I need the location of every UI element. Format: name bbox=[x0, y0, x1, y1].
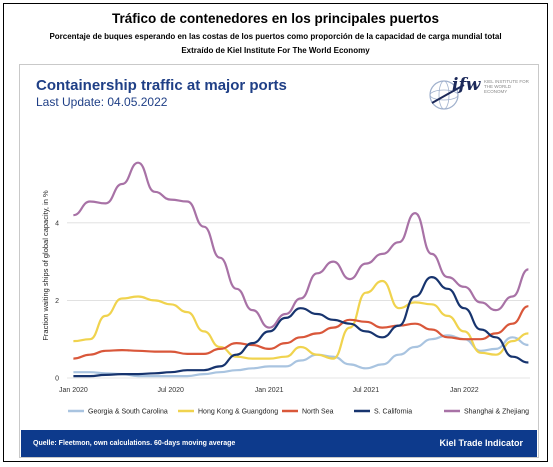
legend: Georgia & South Carolina Hong Kong & Guan… bbox=[68, 409, 529, 416]
series-lines bbox=[73, 161, 529, 378]
y-tick-label: 4 bbox=[55, 220, 59, 227]
legend-label: S. California bbox=[374, 409, 412, 416]
line-chart: 0 2 4 Jan 2020 Jul 2020 Jan 2021 Jul 2021 Jan 2… bbox=[41, 161, 530, 416]
page-title: Tráfico de contenedores en los principal… bbox=[111, 11, 440, 26]
x-tick-label: Jul 2020 bbox=[157, 387, 184, 394]
footer-source: Quelle: Fleetmon, own calculations. 60-d… bbox=[33, 440, 236, 447]
x-tick-label: Jan 2020 bbox=[59, 387, 88, 394]
legend-label: Georgia & South Carolina bbox=[88, 409, 168, 416]
series-line-hong-kong-guangdong bbox=[73, 279, 529, 360]
legend-label: Hong Kong & Guangdong bbox=[198, 409, 278, 416]
ifw-logo: ifw KIEL INSTITUTE FOR THE WORLD ECONOMY bbox=[424, 75, 534, 115]
series-line-shanghai-zhejiang bbox=[73, 161, 529, 329]
x-tick-label: Jan 2021 bbox=[255, 387, 284, 394]
axes: 0 2 4 Jan 2020 Jul 2020 Jan 2021 Jul 2021 Jan 2… bbox=[55, 220, 479, 394]
x-tick-label: Jul 2021 bbox=[353, 387, 380, 394]
infographic-frame: Tráfico de contenedores en los principal… bbox=[3, 3, 548, 462]
globe-icon bbox=[429, 80, 465, 110]
legend-label: North Sea bbox=[302, 409, 334, 416]
x-tick-label: Jan 2022 bbox=[450, 387, 479, 394]
chart-subtitle: Last Update: 04.05.2022 bbox=[36, 95, 168, 109]
source-line: Extraído de Kiel Institute For The World… bbox=[181, 46, 370, 55]
header: Tráfico de contenedores en los principal… bbox=[4, 4, 547, 62]
series-line-georgia-south-carolina bbox=[73, 334, 529, 378]
footer-brand: Kiel Trade Indicator bbox=[439, 438, 523, 448]
page-subtitle: Porcentaje de buques esperando en las co… bbox=[49, 32, 502, 41]
logo-mark: ifw bbox=[452, 75, 481, 95]
logo-small-text: KIEL INSTITUTE FOR THE WORLD ECONOMY bbox=[484, 79, 529, 94]
y-tick-label: 0 bbox=[55, 376, 59, 383]
series-line-s-california bbox=[73, 276, 529, 378]
series-line-north-sea bbox=[73, 305, 529, 360]
y-tick-label: 2 bbox=[55, 298, 59, 305]
chart-panel: Containership traffic at major ports Las… bbox=[19, 64, 539, 458]
footer-bar: Quelle: Fleetmon, own calculations. 60-d… bbox=[21, 430, 537, 457]
legend-label: Shanghai & Zhejiang bbox=[464, 409, 529, 416]
y-axis-label: Fraction waiting ships of global capacit… bbox=[41, 190, 50, 341]
chart-title: Containership traffic at major ports bbox=[36, 77, 287, 94]
